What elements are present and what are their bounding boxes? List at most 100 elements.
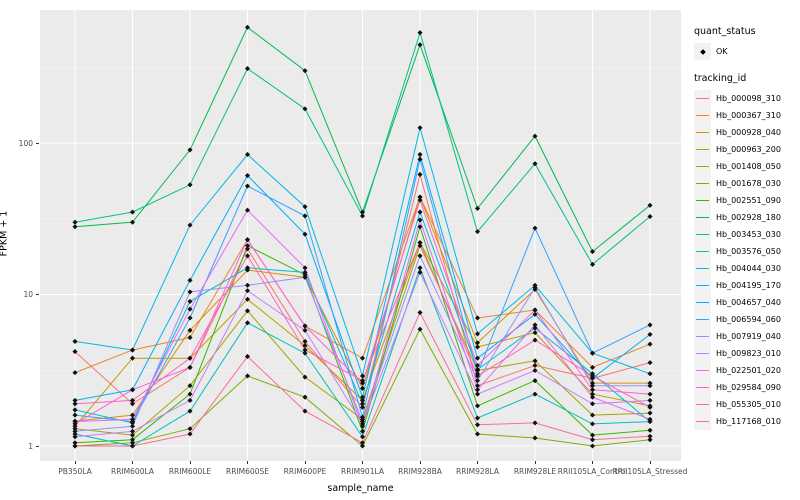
legend-item-Hb_029584_090: Hb_029584_090 (694, 379, 800, 396)
data-point (417, 209, 423, 215)
legend-key-line-icon (694, 226, 711, 243)
legend-item-label: Hb_004657_040 (716, 298, 781, 307)
line-swatch-icon (696, 199, 709, 202)
data-point (359, 213, 366, 219)
data-point (187, 355, 193, 361)
data-point (129, 401, 136, 407)
data-point (589, 401, 596, 407)
data-point (129, 440, 136, 446)
legend-item-quant-OK: OK (694, 43, 800, 60)
legend-key-line-icon (694, 311, 711, 328)
data-point (302, 274, 308, 280)
x-tick-mark (649, 461, 651, 464)
diamond-marker-icon (699, 48, 706, 55)
data-point (244, 353, 251, 359)
data-point (302, 213, 308, 219)
data-point (129, 355, 136, 361)
legend-key-line-icon (694, 362, 711, 379)
legend-item-Hb_002551_090: Hb_002551_090 (694, 192, 800, 209)
x-tick-label: RRIM600SE (226, 467, 269, 476)
legend-key-line-icon (694, 260, 711, 277)
y-tick-label: 10 (23, 290, 33, 299)
data-point (244, 308, 251, 314)
legend-item-label: Hb_007919_040 (716, 332, 781, 341)
x-tick-mark (74, 461, 76, 464)
data-point (417, 326, 423, 332)
data-point (474, 362, 481, 369)
legend-item-Hb_003576_050: Hb_003576_050 (694, 243, 800, 260)
data-point (417, 125, 423, 131)
data-point (129, 443, 136, 449)
data-point (589, 364, 596, 370)
legend-item-label: Hb_117168_010 (716, 417, 781, 426)
legend-key-line-icon (694, 396, 711, 413)
x-tick-label: RRII105LA_Stressed (612, 467, 688, 476)
data-point (187, 397, 193, 403)
x-tick-mark (362, 461, 363, 464)
legend-item-Hb_002928_180: Hb_002928_180 (694, 209, 800, 226)
data-point (474, 391, 481, 397)
data-point (359, 373, 366, 379)
data-point (72, 428, 78, 434)
data-point (532, 378, 538, 384)
data-point (359, 404, 366, 410)
line-swatch-icon (696, 318, 709, 321)
data-point (647, 380, 653, 386)
line-swatch-icon (696, 216, 709, 219)
data-point (72, 440, 78, 446)
legend-item-Hb_000928_040: Hb_000928_040 (694, 124, 800, 141)
legend-key-line-icon (694, 107, 711, 124)
legend-item-label: Hb_022501_020 (716, 366, 781, 375)
data-point (474, 378, 481, 384)
line-swatch-icon (696, 131, 709, 134)
x-tick-mark (534, 461, 536, 464)
x-tick-label: RRIM928BA (398, 467, 442, 476)
data-point (302, 265, 308, 271)
data-point (244, 237, 251, 243)
y-axis-title: FPKM + 1 (0, 211, 10, 257)
data-point (647, 437, 653, 443)
legend-item-Hb_004044_030: Hb_004044_030 (694, 260, 800, 277)
x-tick-label: RRIM901LA (341, 467, 384, 476)
data-point (359, 440, 366, 446)
data-point (589, 350, 596, 356)
data-point (474, 340, 481, 346)
data-point (532, 325, 538, 331)
legend-item-label: Hb_003453_030 (716, 230, 781, 239)
data-point (359, 428, 366, 434)
data-point (647, 383, 653, 389)
data-point (417, 171, 423, 177)
legend-title-tracking-id: tracking_id (694, 73, 747, 84)
legend-title-quant-status: quant_status (694, 26, 756, 37)
data-point (474, 373, 481, 379)
data-point (72, 407, 78, 413)
data-point (129, 428, 136, 434)
legend-key-line-icon (694, 294, 711, 311)
line-swatch-icon (696, 352, 709, 355)
data-point (417, 194, 423, 200)
legend-key-line-icon (694, 141, 711, 158)
data-point (129, 347, 136, 353)
data-point (302, 269, 308, 275)
data-point (187, 408, 193, 414)
data-point (417, 269, 423, 275)
x-tick-mark (419, 461, 421, 464)
line-swatch-icon (696, 233, 709, 236)
data-point (647, 427, 653, 433)
data-point (302, 394, 308, 400)
data-point (244, 373, 251, 379)
data-point (532, 358, 538, 364)
legend-item-label: Hb_000098_310 (716, 94, 781, 103)
data-point (532, 391, 538, 397)
legend-item-label: Hb_004195_170 (716, 281, 781, 290)
legend-key-line-icon (694, 90, 711, 107)
x-tick-label: RRIM928LE (513, 467, 557, 476)
data-point (647, 360, 653, 366)
data-point (72, 219, 78, 225)
data-point (417, 253, 423, 259)
data-point (244, 253, 251, 259)
data-point (647, 410, 653, 416)
data-point (647, 433, 653, 439)
data-point (187, 327, 193, 333)
data-point (187, 289, 193, 295)
